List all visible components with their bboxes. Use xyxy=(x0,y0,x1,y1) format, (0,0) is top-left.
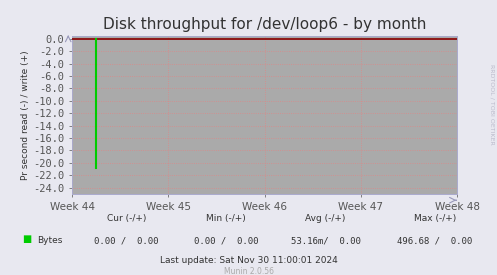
Text: Max (-/+): Max (-/+) xyxy=(414,214,456,223)
Text: RRDTOOL / TOBI OETIKER: RRDTOOL / TOBI OETIKER xyxy=(490,64,495,145)
Y-axis label: Pr second read (-) / write (+): Pr second read (-) / write (+) xyxy=(21,50,30,180)
Text: 53.16m/  0.00: 53.16m/ 0.00 xyxy=(291,236,360,245)
Text: 0.00 /  0.00: 0.00 / 0.00 xyxy=(194,236,258,245)
Text: 0.00 /  0.00: 0.00 / 0.00 xyxy=(94,236,159,245)
Text: 496.68 /  0.00: 496.68 / 0.00 xyxy=(397,236,473,245)
Text: Bytes: Bytes xyxy=(37,236,63,245)
Text: Avg (-/+): Avg (-/+) xyxy=(305,214,346,223)
Title: Disk throughput for /dev/loop6 - by month: Disk throughput for /dev/loop6 - by mont… xyxy=(103,17,426,32)
Text: Min (-/+): Min (-/+) xyxy=(206,214,246,223)
Text: Munin 2.0.56: Munin 2.0.56 xyxy=(224,267,273,275)
Text: ■: ■ xyxy=(22,234,32,244)
Text: Cur (-/+): Cur (-/+) xyxy=(107,214,147,223)
Text: Last update: Sat Nov 30 11:00:01 2024: Last update: Sat Nov 30 11:00:01 2024 xyxy=(160,256,337,265)
